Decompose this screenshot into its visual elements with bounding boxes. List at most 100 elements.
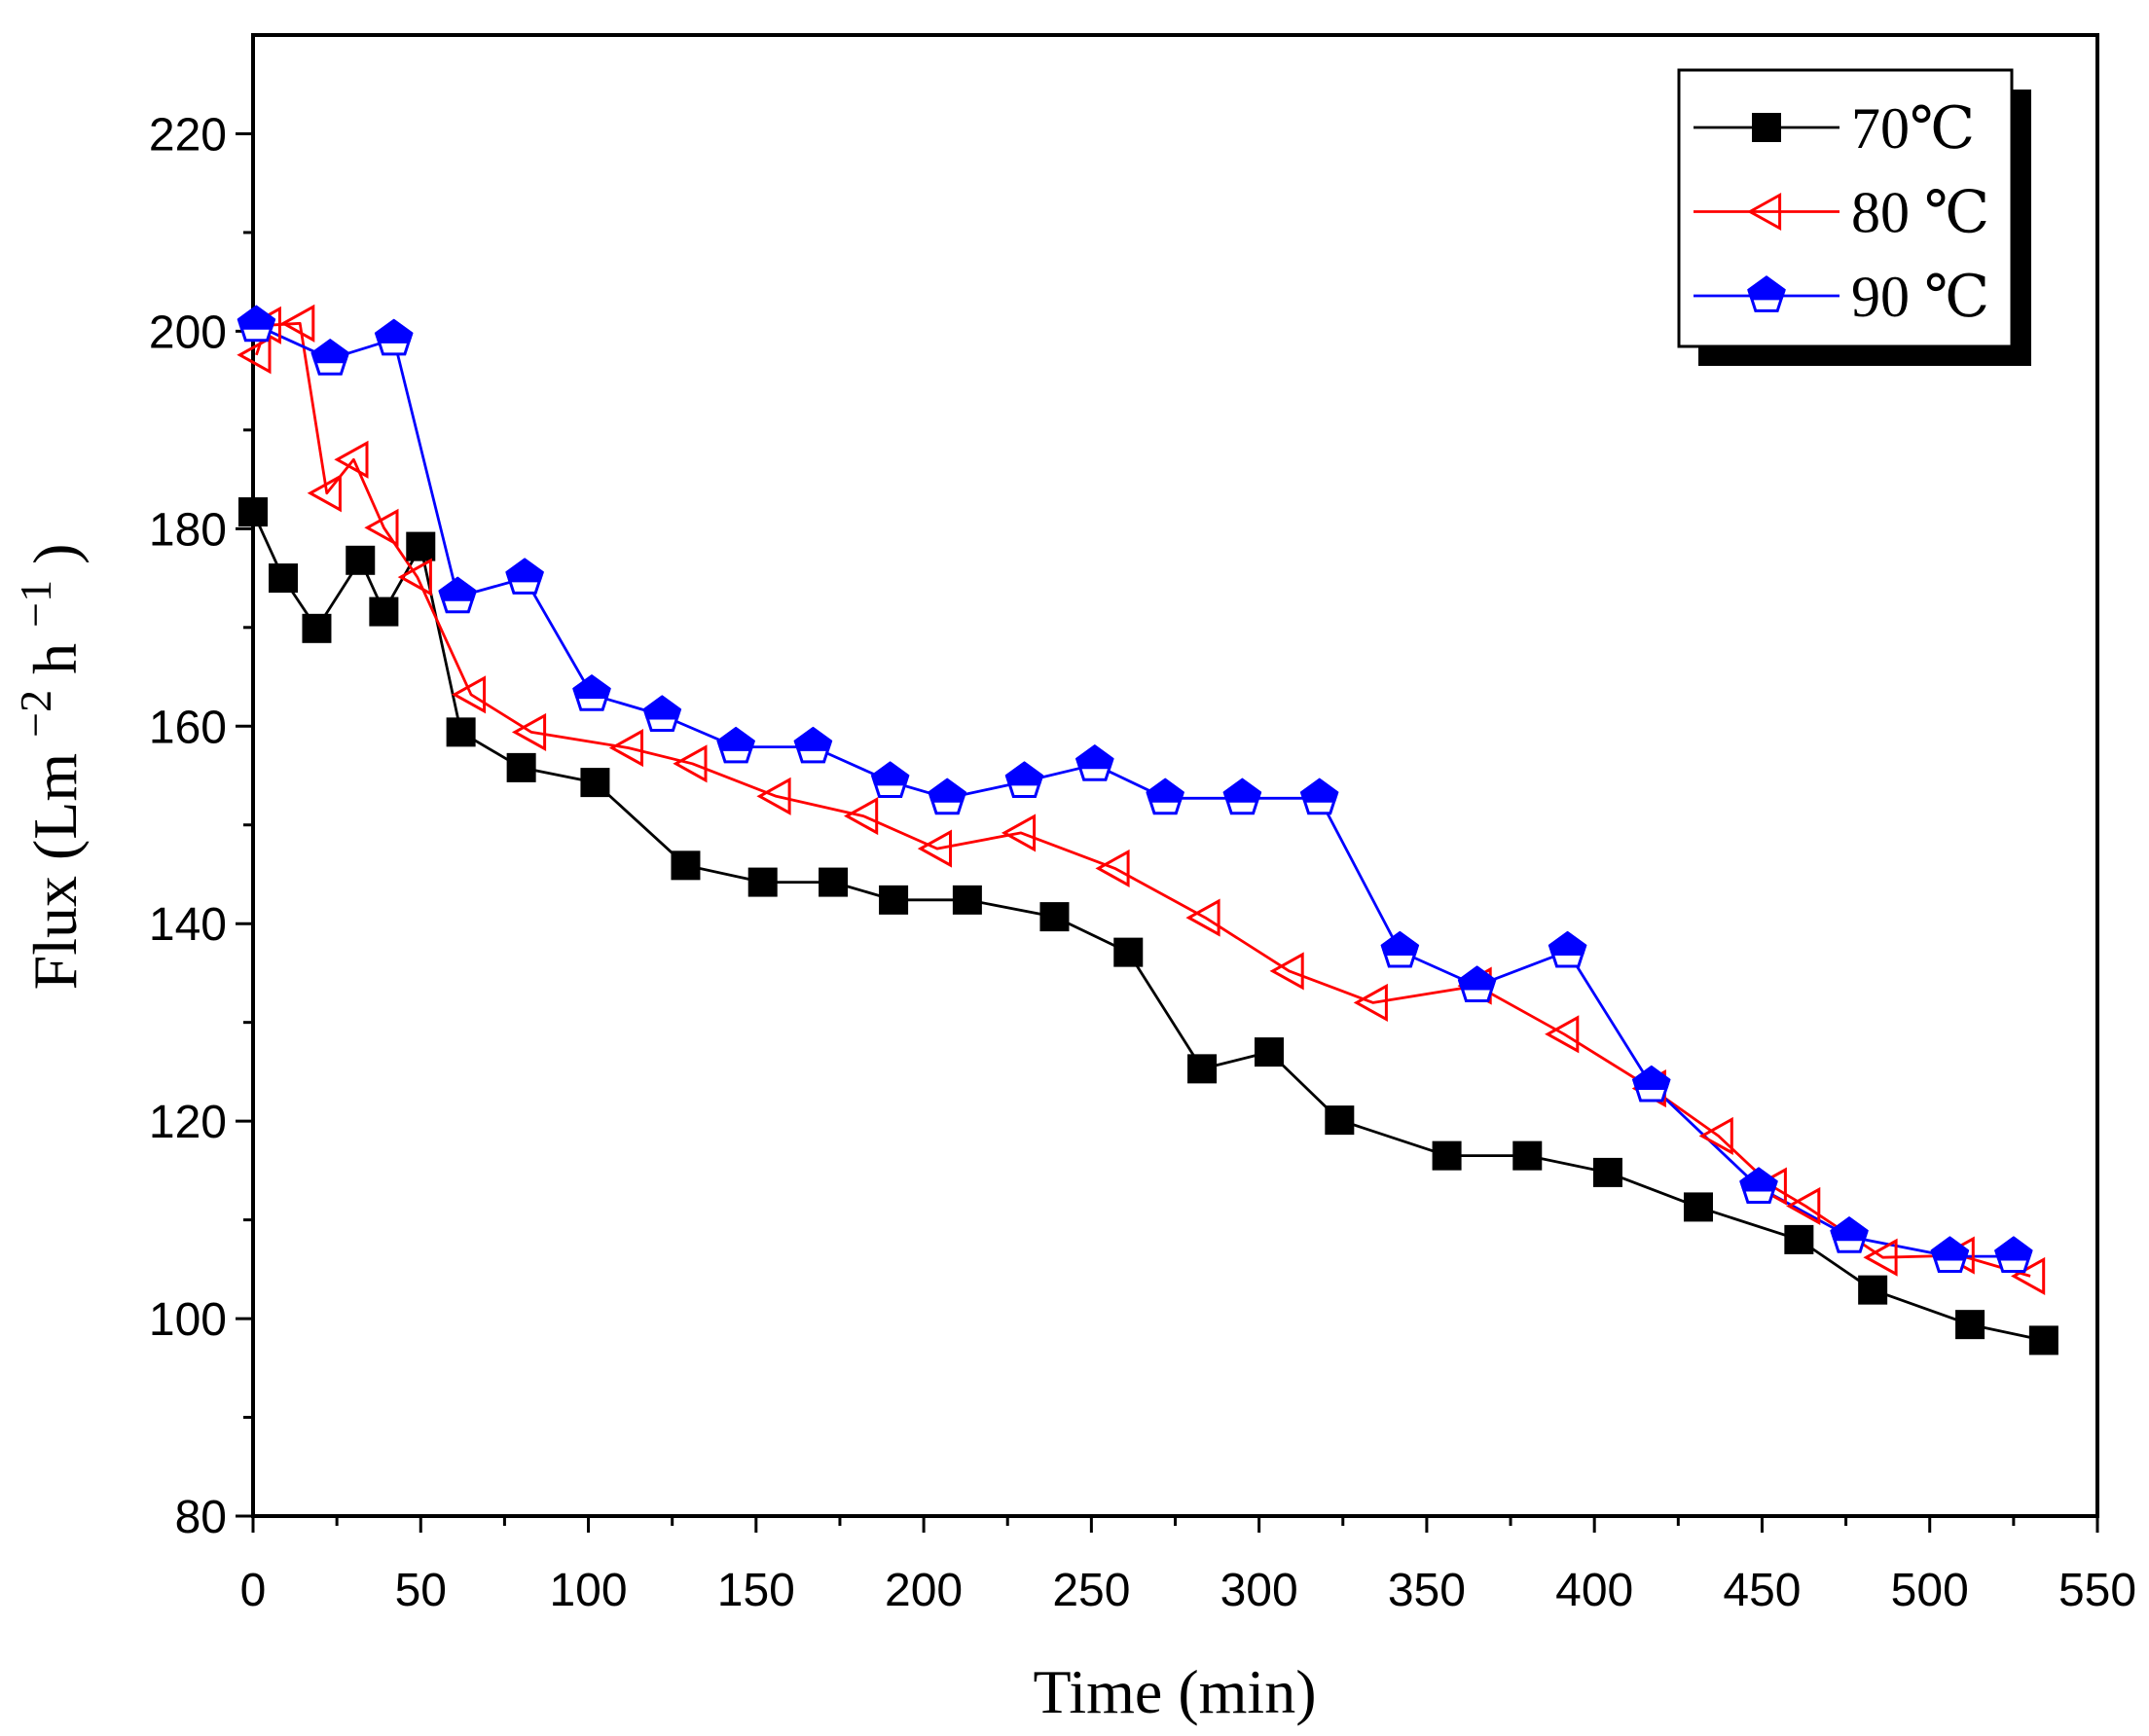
series-80c-marker <box>451 675 487 714</box>
series-90c-marker <box>1074 743 1114 781</box>
series-70c-marker <box>1113 937 1144 967</box>
series-70c-marker <box>580 768 610 798</box>
pentagon-fill <box>310 339 349 364</box>
series-80c-marker <box>364 508 399 547</box>
series-80c-line <box>255 321 2031 1278</box>
series-90c-marker <box>928 778 967 815</box>
series-70c-marker <box>1325 1105 1355 1136</box>
series-90c-marker <box>1457 965 1497 1002</box>
pentagon-fill <box>1747 275 1786 301</box>
x-tick-label: 0 <box>240 1565 267 1616</box>
series-80c-marker <box>917 829 952 868</box>
legend-series-80c-label: 80 ℃ <box>1851 181 1989 245</box>
series-90c-marker <box>1994 1236 2033 1273</box>
y-axis-title: Flux (Lm −2 h −1 ) <box>0 544 90 991</box>
x-tick-label: 300 <box>1220 1565 1298 1616</box>
series-70c-marker <box>269 563 299 594</box>
axes: 0 50 100 150 200 250 300 350 400 450 500 550 80 100 12… <box>149 33 2136 1616</box>
pentagon-fill <box>572 674 611 700</box>
series-80c-marker <box>307 474 342 513</box>
y-axis-title-unit-h: h <box>20 643 90 674</box>
legend: 70℃ 80 ℃ 90 ℃ <box>1677 68 2031 366</box>
pentagon-fill <box>505 558 544 583</box>
series-90c-marker <box>1222 778 1262 815</box>
series-80c-marker <box>1353 983 1388 1022</box>
series-90c-marker <box>1146 778 1184 815</box>
series-70c-marker <box>1858 1275 1888 1305</box>
series-80c-marker <box>237 336 272 375</box>
pentagon-fill <box>438 576 477 601</box>
series-70c-marker <box>346 545 376 575</box>
series-70c-marker <box>671 850 701 881</box>
pentagon-fill <box>1739 1167 1778 1192</box>
legend-series-80c-marker <box>1746 192 1782 232</box>
series-80c-marker <box>1698 1116 1733 1155</box>
series-70c-marker <box>446 717 476 747</box>
series-80c-marker <box>397 558 432 597</box>
series-80c-marker <box>756 777 791 815</box>
series-90c-marker <box>572 673 611 711</box>
pentagon-fill <box>1380 931 1419 956</box>
legend-series-70c-marker <box>1752 113 1781 142</box>
x-tick-label: 200 <box>885 1565 963 1616</box>
pentagon-fill <box>1548 931 1587 956</box>
series-80c-marker <box>1863 1238 1898 1277</box>
series-90c-marker <box>793 726 833 764</box>
series-70c-marker <box>369 597 399 627</box>
pentagon-fill <box>1075 744 1114 770</box>
pentagon-fill <box>871 761 910 786</box>
series-80c-marker <box>511 712 547 751</box>
series-70c-marker <box>1512 1140 1543 1171</box>
series-90c-marker <box>505 558 544 595</box>
x-tick-label: 100 <box>549 1565 627 1616</box>
y-tick-label: 80 <box>175 1492 227 1543</box>
series-80c-marker <box>2011 1256 2046 1295</box>
series-70c-marker <box>506 752 536 782</box>
series-90c-marker <box>1930 1236 1970 1273</box>
series-90c-marker <box>1631 1065 1671 1103</box>
series-70c-marker <box>952 885 982 915</box>
series-90c-marker <box>1739 1167 1778 1204</box>
pentagon-fill <box>1146 778 1184 803</box>
pentagon-fill <box>1222 778 1261 803</box>
y-tick-label: 200 <box>149 307 227 358</box>
pentagon-fill <box>928 778 966 803</box>
series-80c-marker <box>844 797 879 836</box>
series-80c-marker <box>334 440 369 479</box>
series-70c-marker <box>1187 1054 1218 1084</box>
y-axis-title-close: ) <box>20 544 90 564</box>
x-tick-label: 400 <box>1555 1565 1633 1616</box>
series-markers <box>237 304 2058 1356</box>
pentagon-fill <box>1994 1236 2033 1261</box>
pentagon-fill <box>1830 1216 1869 1242</box>
legend-series-70c-label: 70℃ <box>1851 96 1975 161</box>
x-tick-label: 550 <box>2058 1565 2136 1616</box>
series-80c-marker <box>1786 1186 1821 1225</box>
pentagon-fill <box>1930 1236 1969 1261</box>
series-70c-marker <box>747 867 778 897</box>
series-80c-marker <box>1001 814 1037 852</box>
series-90c-marker <box>870 761 910 798</box>
series-90c-marker <box>1299 778 1339 815</box>
y-tick-label: 220 <box>149 109 227 161</box>
legend-box <box>1677 68 2014 348</box>
pentagon-fill <box>237 305 275 330</box>
series-70c-marker <box>1039 902 1070 932</box>
series-90c-marker <box>642 695 682 732</box>
x-tick-label: 250 <box>1052 1565 1130 1616</box>
pentagon-fill <box>1004 761 1043 786</box>
pentagon-fill <box>1300 778 1339 803</box>
y-tick-label: 140 <box>149 899 227 951</box>
legend-series-90c-marker <box>1747 275 1786 312</box>
y-axis-title-base: Flux (Lm <box>20 753 90 991</box>
legend-series-90c-label: 90 ℃ <box>1851 265 1989 329</box>
series-90c-marker <box>1004 761 1044 798</box>
series-70c-marker <box>1955 1310 1985 1340</box>
pentagon-fill <box>642 695 681 720</box>
x-tick-label: 450 <box>1723 1565 1801 1616</box>
series-90c-marker <box>1830 1215 1869 1253</box>
y-tick-label: 120 <box>149 1097 227 1148</box>
series-80c-marker <box>1269 952 1304 991</box>
series-70c-marker <box>238 497 268 527</box>
